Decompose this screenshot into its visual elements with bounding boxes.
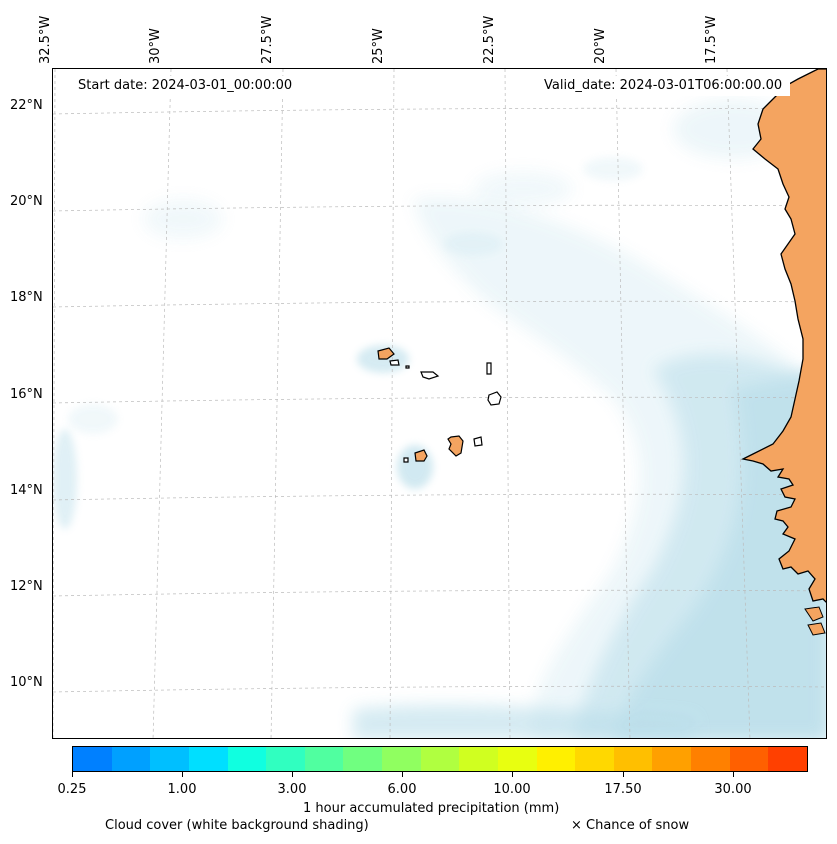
- colorbar-segment-16: [691, 747, 730, 771]
- colorbar-label: 1 hour accumulated precipitation (mm): [303, 801, 560, 816]
- bijagos-island: [804, 606, 824, 622]
- island-maio: [473, 436, 483, 447]
- lat-label-18n: 18°N: [10, 290, 43, 305]
- map-canvas: [53, 69, 826, 738]
- lat-label-12n: 12°N: [10, 579, 43, 594]
- colorbar-segment-7: [343, 747, 382, 771]
- lat-label-22n: 22°N: [10, 98, 43, 113]
- precipitation-colorbar: [72, 746, 808, 772]
- colorbar-tick-17-5: 17.50: [604, 782, 642, 797]
- colorbar-tick-1: 1.00: [167, 782, 197, 797]
- africa-landmass: [741, 69, 826, 636]
- colorbar-tick-10: 10.00: [493, 782, 531, 797]
- colorbar-segment-13: [575, 747, 614, 771]
- island-brava: [403, 457, 409, 463]
- island-sao-nicolau: [420, 371, 440, 380]
- colorbar-tick-30: 30.00: [714, 782, 752, 797]
- lon-label-20w: 20°W: [593, 28, 608, 64]
- colorbar-segment-3: [188, 747, 228, 771]
- lon-label-30w: 30°W: [148, 28, 163, 64]
- gridline-32-5w: [53, 69, 56, 738]
- colorbar-segment-5: [266, 747, 305, 771]
- lon-label-17-5w: 17.5°W: [704, 15, 719, 64]
- island-fogo: [414, 449, 428, 462]
- graticule: [53, 69, 826, 738]
- colorbar-segment-15: [652, 747, 691, 771]
- gridline-17-5w: [726, 69, 751, 738]
- colorbar-segment-12: [536, 747, 576, 771]
- lon-label-27-5w: 27.5°W: [260, 15, 275, 64]
- gridline-30w: [152, 69, 172, 738]
- tick-mark-0: [72, 772, 73, 777]
- island-santa-luzia: [405, 365, 410, 369]
- colorbar-tick-6: 6.00: [387, 782, 417, 797]
- colorbar-tick-3: 3.00: [277, 782, 307, 797]
- colorbar-segment-11: [497, 747, 537, 771]
- colorbar-segment-14: [613, 747, 653, 771]
- colorbar-segment-10: [459, 747, 498, 771]
- gridline-20w: [615, 69, 631, 738]
- island-santiago: [447, 435, 464, 457]
- tick-mark-4: [512, 772, 513, 777]
- lat-label-16n: 16°N: [10, 387, 43, 402]
- tick-mark-6: [733, 772, 734, 777]
- coastal-island: [807, 622, 826, 636]
- tick-mark-2: [292, 772, 293, 777]
- snow-chance-note: × Chance of snow: [571, 818, 690, 833]
- gridline-22-5w: [504, 69, 511, 738]
- lat-label-10n: 10°N: [10, 675, 43, 690]
- valid-date-label: Valid_date: 2024-03-01T06:00:00.00: [536, 76, 791, 96]
- colorbar-segment-4: [227, 747, 267, 771]
- cloud-cover-note: Cloud cover (white background shading): [105, 818, 369, 833]
- island-boa-vista: [487, 391, 502, 406]
- colorbar-segment-1: [111, 747, 151, 771]
- lat-label-20n: 20°N: [10, 194, 43, 209]
- colorbar-segment-8: [382, 747, 421, 771]
- lon-label-32-5w: 32.5°W: [38, 15, 53, 64]
- colorbar-segment-17: [729, 747, 769, 771]
- gridline-25w: [389, 69, 395, 738]
- start-date-label: Start date: 2024-03-01_00:00:00: [70, 76, 301, 96]
- colorbar-segment-9: [420, 747, 460, 771]
- colorbar-segment-2: [150, 747, 189, 771]
- map-panel[interactable]: [52, 68, 827, 739]
- island-sal: [486, 362, 492, 375]
- cape-verde-islands: [377, 347, 502, 463]
- colorbar-segment-0: [73, 747, 112, 771]
- colorbar-segment-18: [768, 747, 807, 771]
- colorbar-tick-0-25: 0.25: [57, 782, 87, 797]
- tick-mark-3: [402, 772, 403, 777]
- tick-mark-1: [182, 772, 183, 777]
- island-santo-antao: [377, 347, 395, 360]
- island-sao-vicente: [389, 359, 400, 366]
- tick-mark-5: [623, 772, 624, 777]
- lon-label-25w: 25°W: [371, 28, 386, 64]
- cloud-cover-layer: [53, 99, 826, 738]
- lon-label-22-5w: 22.5°W: [482, 15, 497, 64]
- lat-label-14n: 14°N: [10, 483, 43, 498]
- colorbar-segment-6: [304, 747, 344, 771]
- gridline-27-5w: [270, 69, 284, 738]
